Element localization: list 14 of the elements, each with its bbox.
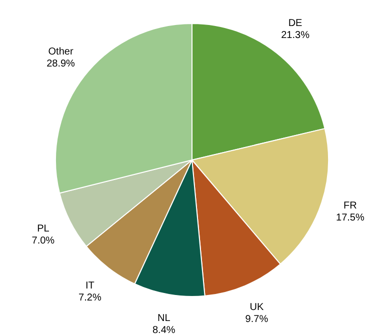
slice-label: FR — [344, 200, 357, 212]
slice-label: IT — [86, 280, 94, 292]
data-label: 7.0% — [32, 235, 55, 246]
slice-label: DE — [288, 18, 303, 30]
data-label: 17.5% — [336, 212, 364, 224]
data-label: 28.9% — [46, 58, 76, 70]
slice-label: PL — [37, 223, 50, 234]
data-label: 9.7% — [245, 314, 268, 326]
data-label: 21.3% — [281, 30, 310, 42]
slice-label: NL — [157, 312, 171, 324]
slice-label: Other — [48, 46, 74, 58]
slice-label: UK — [250, 302, 264, 314]
data-label: 8.4% — [152, 324, 176, 334]
data-label: 7.2% — [78, 292, 102, 304]
